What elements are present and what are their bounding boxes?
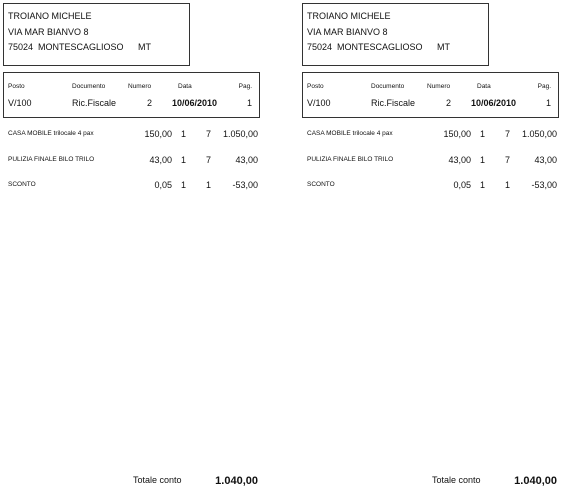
zip: 75024 [307, 42, 333, 52]
item-description: SCONTO [8, 181, 36, 188]
header-box [302, 72, 559, 118]
header-value: 10/06/2010 [172, 98, 218, 108]
header-value: Ric.Fiscale [72, 98, 117, 108]
item-description: PULIZIA FINALE BILO TRILO [307, 155, 394, 163]
item-cell: 7 [205, 129, 211, 139]
province: MT [138, 42, 151, 52]
item-description: CASA MOBILE trilocale 4 pax [8, 130, 94, 137]
item-cell: 1 [180, 180, 186, 190]
header-value: Ric.Fiscale [371, 98, 416, 108]
item-cell: 7 [504, 154, 510, 165]
header-label: Documento [72, 83, 106, 90]
street: VIA MAR BIANVO 8 [307, 27, 388, 37]
zip: 75024 [8, 42, 34, 52]
header-value: 2 [445, 98, 451, 108]
header-label: Posto [307, 83, 324, 90]
item-cell: -53,00 [531, 180, 557, 190]
item-description: PULIZIA FINALE BILO TRILO [8, 155, 95, 163]
header-label: Data [477, 83, 491, 90]
header-value: 1 [246, 98, 252, 108]
item-cell: 7 [205, 154, 211, 165]
item-cell: -53,00 [232, 180, 258, 190]
province: MT [437, 42, 450, 52]
item-cell: 1 [479, 154, 485, 165]
item-cell: 1 [479, 129, 485, 139]
city: MONTESCAGLIOSO [38, 42, 124, 52]
item-cell: 150,00 [144, 129, 172, 139]
address-box [302, 3, 489, 66]
address-box [3, 3, 190, 66]
header-value: 1 [545, 98, 551, 108]
item-cell: 0,05 [453, 180, 471, 190]
item-cell: 1 [479, 180, 485, 190]
header-box [3, 72, 260, 118]
total-label: Totale conto [133, 475, 182, 485]
name: TROIANO MICHELE [8, 11, 92, 21]
street: VIA MAR BIANVO 8 [8, 27, 89, 37]
city: MONTESCAGLIOSO [337, 42, 423, 52]
total-value: 1.040,00 [514, 475, 557, 487]
item-description: SCONTO [307, 181, 335, 188]
total-value: 1.040,00 [215, 475, 258, 487]
header-value: V/100 [8, 98, 32, 108]
total-label: Totale conto [432, 475, 481, 485]
header-label: Pag. [537, 83, 551, 90]
header-label: Data [178, 83, 192, 90]
header-value: V/100 [307, 98, 331, 108]
item-cell: 43,00 [149, 154, 172, 165]
item-cell: 1 [504, 180, 510, 190]
item-cell: 43,00 [448, 154, 471, 165]
header-label: Posto [8, 83, 25, 90]
item-cell: 0,05 [154, 180, 172, 190]
item-cell: 43,00 [534, 154, 557, 165]
header-value: 10/06/2010 [471, 98, 517, 108]
name: TROIANO MICHELE [307, 11, 391, 21]
item-description: CASA MOBILE trilocale 4 pax [307, 130, 393, 137]
header-value: 2 [146, 98, 152, 108]
header-label: Numero [128, 83, 152, 90]
header-label: Documento [371, 83, 405, 90]
item-cell: 7 [504, 129, 510, 139]
item-cell: 1 [205, 180, 211, 190]
item-cell: 150,00 [443, 129, 471, 139]
header-label: Pag. [238, 83, 252, 90]
item-cell: 1.050,00 [222, 129, 258, 139]
item-cell: 1 [180, 129, 186, 139]
item-cell: 1 [180, 154, 186, 165]
header-label: Numero [427, 83, 451, 90]
item-cell: 43,00 [235, 154, 258, 165]
item-cell: 1.050,00 [521, 129, 557, 139]
